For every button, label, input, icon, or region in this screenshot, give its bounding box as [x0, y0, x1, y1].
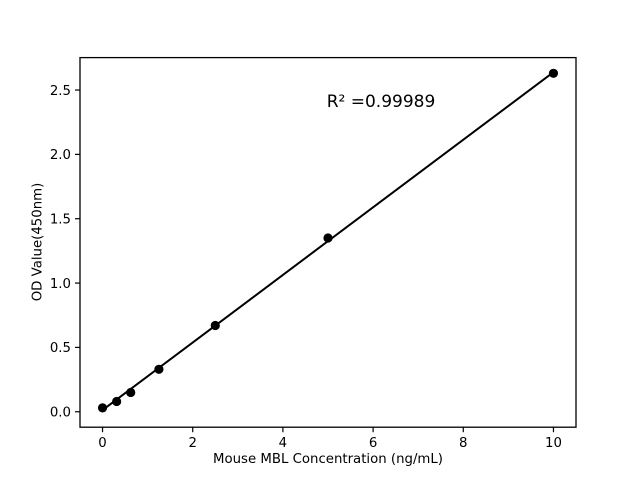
x-tick-label: 2 — [188, 436, 196, 451]
y-tick-label: 1.5 — [50, 213, 71, 228]
x-tick-label: 10 — [545, 436, 562, 451]
data-point — [97, 403, 108, 413]
x-tick-label: 8 — [459, 436, 467, 451]
data-point — [112, 396, 122, 407]
x-tick-label: 0 — [98, 436, 106, 451]
y-tick-label: 2.5 — [50, 84, 71, 99]
data-point — [154, 364, 164, 374]
data-point — [210, 320, 220, 331]
data-point — [323, 233, 333, 243]
x-tick-label: 4 — [279, 436, 287, 451]
y-tick-label: 2.0 — [50, 148, 71, 163]
data-point — [548, 68, 559, 78]
data-point — [126, 387, 136, 398]
r-squared-annotation: R² =0.99989 — [326, 92, 436, 112]
y-tick-label: 0.0 — [50, 406, 71, 421]
x-tick-label: 6 — [369, 436, 377, 451]
y-tick-label: 0.5 — [50, 341, 71, 356]
x-axis-label: Mouse MBL Concentration (ng/mL) — [213, 452, 443, 467]
plot-frame — [79, 56, 577, 428]
y-tick-label: 1.0 — [50, 277, 71, 292]
y-axis-label: OD Value(450nm) — [30, 182, 46, 302]
